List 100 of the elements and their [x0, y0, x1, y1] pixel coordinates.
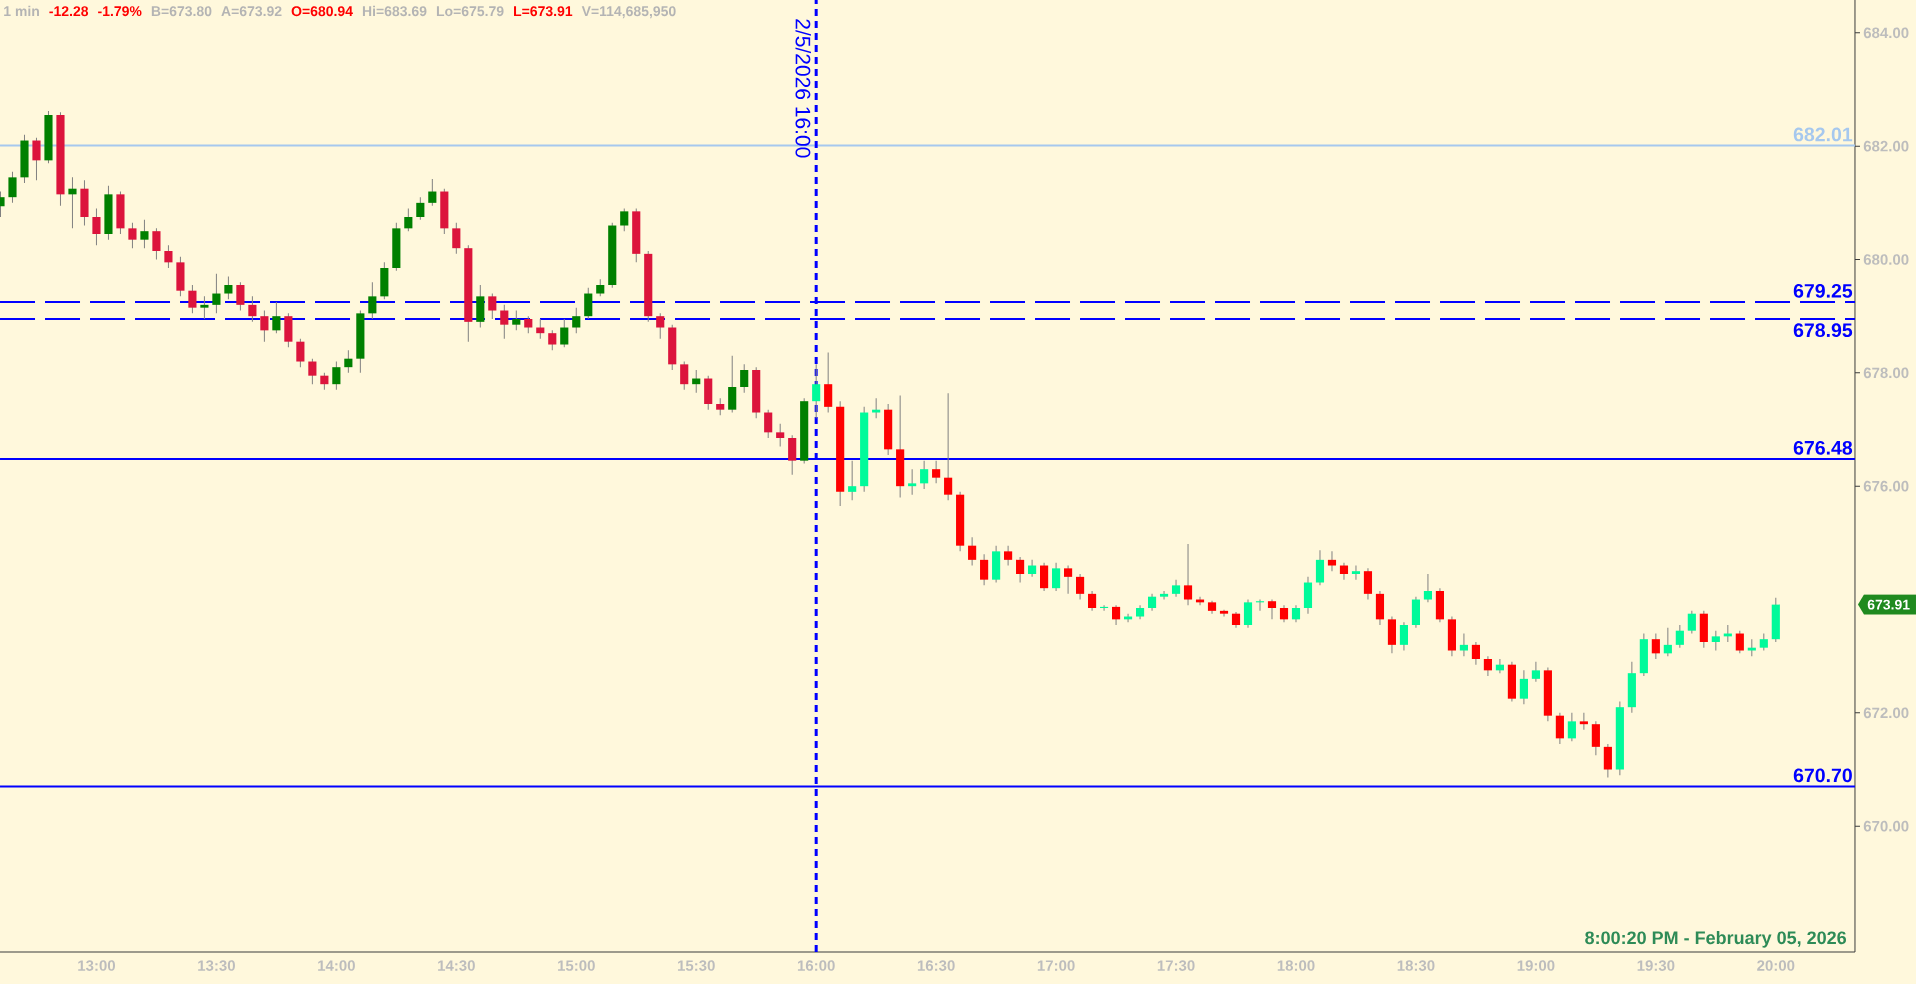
candlestick: [980, 553, 989, 586]
candlestick: [908, 468, 917, 496]
y-tick-label: 680.00: [1863, 254, 1909, 265]
candlestick: [488, 293, 497, 320]
candlestick: [200, 295, 209, 320]
candlestick: [1471, 641, 1480, 666]
candlestick: [92, 208, 101, 246]
candlestick: [740, 363, 749, 394]
candlestick: [1663, 627, 1672, 657]
candlestick: [872, 397, 881, 419]
candlestick: [1267, 599, 1277, 620]
candlestick: [512, 310, 521, 331]
candlestick: [1171, 579, 1181, 598]
candlestick: [944, 392, 953, 501]
candlestick: [32, 137, 41, 181]
candlestick: [764, 409, 773, 439]
y-tick-label: 682.00: [1863, 140, 1909, 152]
candlestick: [968, 536, 977, 567]
candlestick: [1555, 712, 1564, 745]
candlestick: [1075, 573, 1085, 601]
candlestick: [1591, 720, 1600, 756]
candlestick: [1087, 590, 1097, 612]
candlestick: [404, 208, 413, 232]
candlestick: [1052, 562, 1061, 592]
y-tick-label: 672.00: [1863, 707, 1909, 719]
candlestick: [1483, 655, 1492, 677]
candlestick: [236, 281, 245, 312]
x-tick-label: 16:30: [917, 960, 955, 971]
candlestick: [1735, 630, 1744, 654]
candlestick: [1183, 543, 1193, 606]
ref-line-label: 670.70: [1793, 768, 1852, 783]
candlestick: [1315, 549, 1325, 586]
candlestick: [188, 284, 197, 314]
candlestick: [1363, 567, 1373, 601]
candlestick: [1651, 633, 1660, 660]
candlestick: [572, 307, 581, 334]
annotation: 1 min: [4, 5, 39, 16]
candlestick: [1531, 661, 1540, 683]
candlestick: [920, 460, 929, 490]
candlestick: [1711, 630, 1720, 652]
candlestick: [332, 361, 341, 391]
candlestick: [428, 178, 437, 207]
candlestick: [128, 222, 137, 249]
candlestick: [560, 318, 569, 348]
candlestick: [932, 460, 941, 484]
candlestick: [8, 171, 17, 204]
candlestick: [788, 434, 797, 476]
annotation: L=673.91: [514, 6, 573, 17]
candlestick: [1519, 669, 1528, 705]
candlestick: [1579, 712, 1588, 731]
annotation: A=673.92: [221, 6, 282, 17]
x-tick-label: 14:30: [438, 960, 475, 971]
x-tick-label: 18:30: [1397, 960, 1435, 971]
candlestick: [248, 295, 257, 323]
y-tick-label: 670.00: [1863, 820, 1909, 832]
x-tick-label: 16:00: [797, 960, 835, 971]
candlestick: [500, 304, 509, 340]
candlestick: [620, 208, 629, 232]
candlestick: [548, 329, 557, 351]
candlestick: [224, 276, 233, 300]
candlestick: [296, 338, 305, 368]
candlestick: [1687, 610, 1696, 635]
candlestick: [308, 358, 317, 385]
annotation: B=673.80: [151, 6, 212, 17]
candlestick: [656, 312, 665, 340]
x-tick-label: 15:30: [677, 960, 715, 971]
candlestick: [824, 351, 833, 414]
annotation: O=680.94: [291, 6, 353, 17]
ref-line-label: 2/5/2026 16:00: [795, 19, 811, 158]
annotation: -12.28: [49, 6, 89, 17]
candlestick: [584, 287, 593, 320]
x-tick-label: 15:00: [558, 960, 595, 971]
x-tick-label: 17:30: [1157, 960, 1195, 971]
candlestick: [1603, 743, 1612, 778]
candlestick: [1111, 604, 1121, 626]
candlestick: [776, 423, 785, 448]
candlestick: [1339, 562, 1349, 581]
text: 673.91: [1867, 599, 1910, 610]
annotation: -1.79%: [98, 6, 142, 17]
candlestick: [344, 349, 353, 374]
candlestick: [1040, 562, 1049, 592]
ref-line-label: 678.95: [1793, 323, 1853, 338]
x-tick-label: 20:00: [1757, 960, 1795, 971]
annotation: Lo=675.79: [436, 6, 504, 17]
annotation: 8:00:20 PM - February 05, 2026: [1585, 930, 1847, 948]
y-tick-label: 684.00: [1863, 27, 1909, 39]
candlestick: [1028, 559, 1037, 578]
candlestick: [812, 363, 821, 419]
candlestick: [152, 227, 161, 261]
candlestick: [1351, 565, 1361, 581]
candlestick: [272, 301, 281, 334]
candlestick: [1064, 565, 1073, 595]
x-tick-label: 13:30: [198, 960, 235, 971]
candlestick: [68, 176, 77, 229]
candlestick: [1423, 573, 1433, 603]
candlestick: [1459, 633, 1469, 657]
candlestick: [1399, 621, 1409, 652]
y-tick-label: 678.00: [1863, 367, 1909, 379]
candlestick: [368, 281, 377, 320]
candlestick: [1243, 599, 1253, 629]
